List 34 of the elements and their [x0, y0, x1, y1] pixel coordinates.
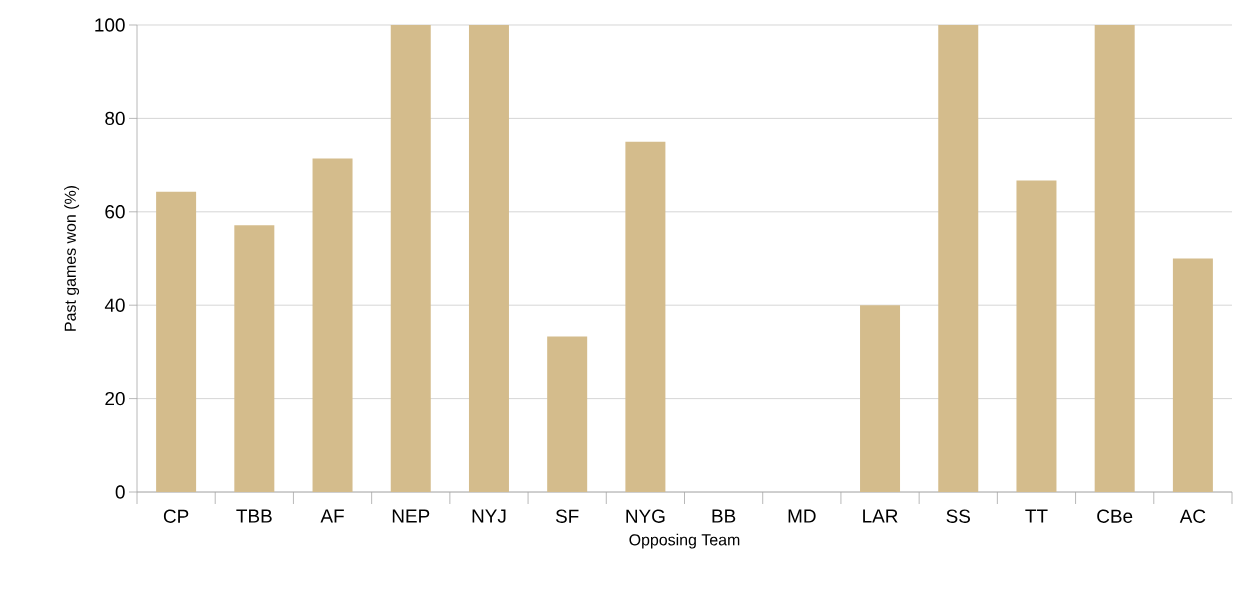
y-tick-label: 60	[105, 205, 125, 219]
x-tick-label: BB	[712, 509, 736, 523]
x-tick-label: CP	[163, 509, 189, 523]
y-tick-label: 0	[115, 485, 125, 499]
bar	[390, 25, 431, 492]
bar	[938, 25, 979, 492]
x-tick-label: SS	[946, 509, 970, 523]
x-tick-label: AC	[1179, 509, 1206, 523]
bar	[860, 305, 901, 492]
bar	[156, 191, 197, 492]
y-tick-label: 80	[105, 111, 125, 126]
x-tick-label: SF	[555, 509, 579, 523]
bar	[1094, 25, 1135, 492]
x-tick-label: NYJ	[472, 509, 506, 523]
x-tick-label: TT	[1025, 509, 1048, 523]
y-tick-label: 40	[104, 298, 125, 312]
bar	[625, 141, 666, 492]
bar	[1172, 258, 1213, 492]
y-tick-label: 20	[105, 391, 125, 406]
x-tick-label: TBB	[236, 509, 272, 523]
x-tick-label: AF	[320, 509, 344, 523]
x-tick-label: NEP	[392, 509, 430, 523]
bar	[234, 225, 275, 492]
x-tick-label: NYG	[626, 509, 665, 523]
x-tick-label: LAR	[863, 509, 898, 523]
bar	[1016, 180, 1057, 492]
bar	[547, 336, 588, 492]
x-tick-label: MD	[788, 509, 816, 523]
x-axis-title: Opposing Team	[629, 533, 740, 549]
y-axis-title: Past games won (%)	[64, 185, 80, 331]
bar	[468, 25, 509, 492]
bar	[312, 158, 353, 492]
y-tick-label: 100	[95, 18, 125, 32]
x-tick-label: CBe	[1097, 509, 1133, 523]
